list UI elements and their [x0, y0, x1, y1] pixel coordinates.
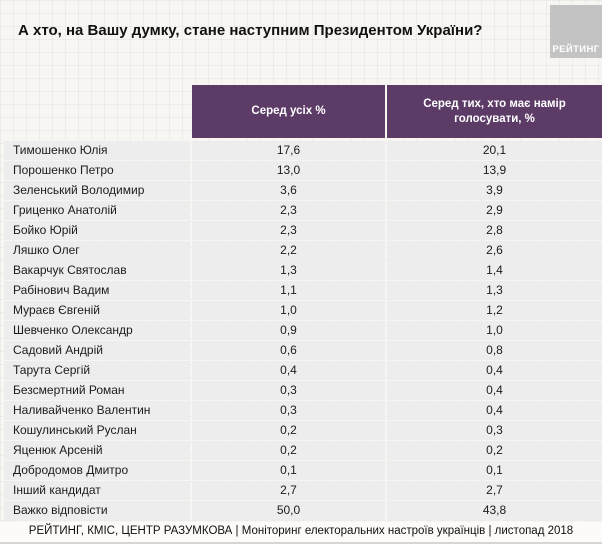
value-among-all: 0,3	[192, 381, 385, 400]
candidate-name: Яценюк Арсеній	[4, 441, 190, 460]
value-among-voters: 43,8	[387, 501, 602, 520]
table-row: Порошенко Петро 13,0 13,9	[4, 161, 602, 180]
candidate-name: Гриценко Анатолій	[4, 201, 190, 220]
value-among-voters: 0,8	[387, 341, 602, 360]
value-among-all: 13,0	[192, 161, 385, 180]
column-header-among-voters: Серед тих, хто має намір голосувати, %	[387, 85, 602, 138]
table-header-row: Серед усіх % Серед тих, хто має намір го…	[4, 85, 602, 138]
value-among-all: 3,6	[192, 181, 385, 200]
candidate-name: Рабінович Вадим	[4, 281, 190, 300]
column-header-among-all: Серед усіх %	[192, 85, 385, 138]
candidate-name: Вакарчук Святослав	[4, 261, 190, 280]
value-among-voters: 13,9	[387, 161, 602, 180]
candidate-name: Мураєв Євгеній	[4, 301, 190, 320]
value-among-all: 50,0	[192, 501, 385, 520]
value-among-voters: 1,2	[387, 301, 602, 320]
candidate-name: Інший кандидат	[4, 481, 190, 500]
value-among-voters: 1,3	[387, 281, 602, 300]
table-row: Вакарчук Святослав 1,3 1,4	[4, 261, 602, 280]
value-among-voters: 2,6	[387, 241, 602, 260]
value-among-voters: 2,9	[387, 201, 602, 220]
table-row: Рабінович Вадим 1,1 1,3	[4, 281, 602, 300]
table-row: Важко відповісти 50,0 43,8	[4, 501, 602, 520]
value-among-all: 0,4	[192, 361, 385, 380]
value-among-all: 1,1	[192, 281, 385, 300]
table-row: Яценюк Арсеній 0,2 0,2	[4, 441, 602, 460]
value-among-all: 1,0	[192, 301, 385, 320]
poll-results-table: Серед усіх % Серед тих, хто має намір го…	[4, 85, 602, 521]
value-among-all: 17,6	[192, 141, 385, 160]
value-among-voters: 2,8	[387, 221, 602, 240]
table-row: Зеленський Володимир 3,6 3,9	[4, 181, 602, 200]
value-among-voters: 0,4	[387, 361, 602, 380]
value-among-all: 2,3	[192, 201, 385, 220]
header-spacer	[4, 85, 190, 138]
source-footer: РЕЙТИНГ, КМІС, ЦЕНТР РАЗУМКОВА | Монітор…	[0, 522, 602, 544]
value-among-voters: 0,4	[387, 381, 602, 400]
value-among-voters: 2,7	[387, 481, 602, 500]
page-title: А хто, на Вашу думку, стане наступним Пр…	[18, 22, 483, 39]
candidate-name: Добродомов Дмитро	[4, 461, 190, 480]
candidate-name: Безсмертний Роман	[4, 381, 190, 400]
value-among-voters: 0,2	[387, 441, 602, 460]
table-row: Інший кандидат 2,7 2,7	[4, 481, 602, 500]
value-among-voters: 0,3	[387, 421, 602, 440]
table-row: Ляшко Олег 2,2 2,6	[4, 241, 602, 260]
table-row: Садовий Андрій 0,6 0,8	[4, 341, 602, 360]
rating-logo-label: РЕЙТИНГ	[552, 44, 600, 55]
table-row: Наливайченко Валентин 0,3 0,4	[4, 401, 602, 420]
candidate-name: Тимошенко Юлія	[4, 141, 190, 160]
candidate-name: Ляшко Олег	[4, 241, 190, 260]
candidate-name: Бойко Юрій	[4, 221, 190, 240]
value-among-voters: 0,1	[387, 461, 602, 480]
table-row: Тимошенко Юлія 17,6 20,1	[4, 141, 602, 160]
value-among-all: 0,6	[192, 341, 385, 360]
table-row: Бойко Юрій 2,3 2,8	[4, 221, 602, 240]
value-among-all: 2,2	[192, 241, 385, 260]
table-row: Гриценко Анатолій 2,3 2,9	[4, 201, 602, 220]
table-body: Тимошенко Юлія 17,6 20,1 Порошенко Петро 13,…	[4, 141, 602, 520]
table-row: Безсмертний Роман 0,3 0,4	[4, 381, 602, 400]
value-among-all: 0,3	[192, 401, 385, 420]
value-among-voters: 0,4	[387, 401, 602, 420]
table-row: Шевченко Олександр 0,9 1,0	[4, 321, 602, 340]
rating-agency-logo: РЕЙТИНГ	[550, 5, 602, 58]
candidate-name: Садовий Андрій	[4, 341, 190, 360]
candidate-name: Порошенко Петро	[4, 161, 190, 180]
value-among-all: 0,1	[192, 461, 385, 480]
table-row: Добродомов Дмитро 0,1 0,1	[4, 461, 602, 480]
table-row: Тарута Сергій 0,4 0,4	[4, 361, 602, 380]
value-among-voters: 1,4	[387, 261, 602, 280]
value-among-voters: 20,1	[387, 141, 602, 160]
value-among-voters: 1,0	[387, 321, 602, 340]
value-among-all: 0,9	[192, 321, 385, 340]
value-among-all: 2,3	[192, 221, 385, 240]
value-among-all: 0,2	[192, 421, 385, 440]
candidate-name: Тарута Сергій	[4, 361, 190, 380]
candidate-name: Шевченко Олександр	[4, 321, 190, 340]
value-among-all: 2,7	[192, 481, 385, 500]
value-among-all: 0,2	[192, 441, 385, 460]
table-row: Мураєв Євгеній 1,0 1,2	[4, 301, 602, 320]
candidate-name: Важко відповісти	[4, 501, 190, 520]
table-row: Кошулинський Руслан 0,2 0,3	[4, 421, 602, 440]
candidate-name: Кошулинський Руслан	[4, 421, 190, 440]
candidate-name: Наливайченко Валентин	[4, 401, 190, 420]
candidate-name: Зеленський Володимир	[4, 181, 190, 200]
value-among-all: 1,3	[192, 261, 385, 280]
value-among-voters: 3,9	[387, 181, 602, 200]
